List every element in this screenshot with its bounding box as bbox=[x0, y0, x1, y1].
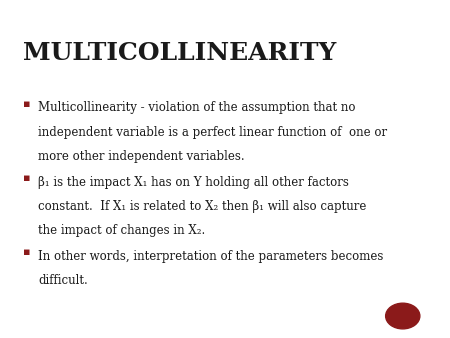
Text: Multicollinearity - violation of the assumption that no: Multicollinearity - violation of the ass… bbox=[38, 101, 356, 114]
Text: MULTICOLLINEARITY: MULTICOLLINEARITY bbox=[22, 41, 336, 65]
Text: ▪: ▪ bbox=[22, 99, 30, 109]
Text: the impact of changes in X₂.: the impact of changes in X₂. bbox=[38, 224, 206, 237]
Text: β₁ is the impact X₁ has on Y holding all other factors: β₁ is the impact X₁ has on Y holding all… bbox=[38, 176, 349, 189]
Text: ▪: ▪ bbox=[22, 173, 30, 183]
Text: In other words, interpretation of the parameters becomes: In other words, interpretation of the pa… bbox=[38, 250, 383, 263]
Text: independent variable is a perfect linear function of  one or: independent variable is a perfect linear… bbox=[38, 126, 387, 139]
Circle shape bbox=[386, 303, 420, 329]
Text: difficult.: difficult. bbox=[38, 274, 88, 287]
Text: ▪: ▪ bbox=[22, 247, 30, 258]
Text: constant.  If X₁ is related to X₂ then β₁ will also capture: constant. If X₁ is related to X₂ then β₁… bbox=[38, 200, 367, 213]
Text: more other independent variables.: more other independent variables. bbox=[38, 150, 245, 163]
